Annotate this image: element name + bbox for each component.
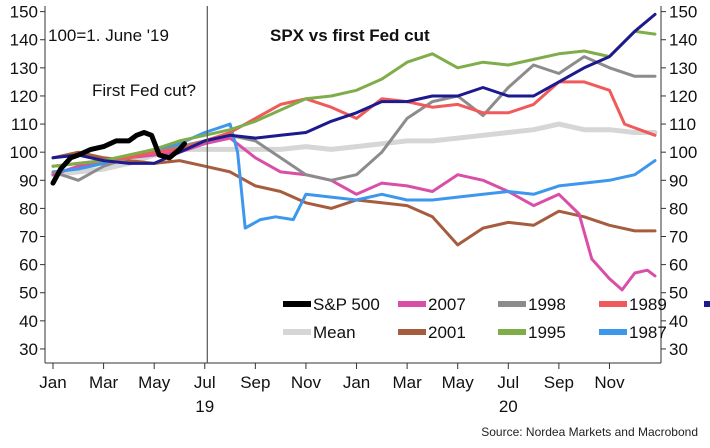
y-tick-label-right: 30: [669, 340, 688, 359]
x-tick-label: Nov: [291, 373, 322, 392]
y-tick-label-left: 90: [19, 171, 38, 190]
legend-label-2001: 2001: [428, 323, 466, 342]
y-tick-label-left: 130: [10, 59, 38, 78]
legend-label-2007: 2007: [428, 295, 466, 314]
y-tick-label-right: 100: [669, 143, 697, 162]
source-note: Source: Nordea Markets and Macrobond: [481, 425, 698, 439]
y-tick-label-right: 140: [669, 31, 697, 50]
series-line-1984: [51, 12, 657, 165]
y-tick-label-left: 70: [19, 228, 38, 247]
index-note: 100=1. June '19: [48, 26, 169, 45]
y-tick-label-right: 80: [669, 199, 688, 218]
series-line-2007: [51, 136, 657, 292]
series-line-1995: [51, 29, 657, 168]
chart-title: SPX vs first Fed cut: [270, 26, 430, 45]
legend-label-mean: Mean: [313, 323, 356, 342]
annotation-label: First Fed cut?: [92, 81, 196, 100]
legend-label-1995: 1995: [528, 323, 566, 342]
y-tick-label-left: 110: [11, 115, 38, 134]
x-tick-label: Jul: [497, 373, 519, 392]
series-layer: [50, 12, 658, 292]
x-tick-label: Jul: [194, 373, 216, 392]
y-tick-label-right: 40: [669, 312, 688, 331]
x-tick-label: Mar: [89, 373, 119, 392]
legend-label-1998: 1998: [528, 295, 566, 314]
y-axis-left: 30 40 50 60 70 80 90 100 110 120 130 140 150: [10, 3, 45, 359]
legend-label-s-p-500: S&P 500: [313, 295, 380, 314]
legend-label-1987: 1987: [629, 323, 667, 342]
y-tick-label-left: 30: [19, 340, 38, 359]
x-tick-label: Jan: [343, 373, 370, 392]
y-tick-label-right: 70: [669, 228, 688, 247]
y-tick-label-left: 120: [10, 87, 38, 106]
y-tick-label-right: 90: [669, 171, 688, 190]
plot-frame: [44, 6, 662, 364]
y-tick-label-right: 60: [669, 256, 688, 275]
series-line-s-p-500: [50, 130, 187, 186]
y-tick-label-right: 150: [669, 3, 697, 22]
x-tick-label: Mar: [392, 373, 422, 392]
legend-label-1989: 1989: [629, 295, 667, 314]
y-tick-label-right: 50: [669, 284, 688, 303]
year-label: 20: [499, 397, 518, 416]
x-tick-label: May: [442, 373, 475, 392]
y-tick-label-left: 60: [19, 256, 38, 275]
x-tick-label: Nov: [594, 373, 625, 392]
x-tick-label: May: [138, 373, 171, 392]
legend: S&P 5002007199819891984Mean200119951987: [283, 295, 710, 342]
y-tick-label-left: 150: [10, 3, 38, 22]
y-tick-label-left: 140: [10, 31, 38, 50]
y-tick-label-right: 110: [669, 115, 696, 134]
x-tick-label: Sep: [544, 373, 574, 392]
year-label: 19: [195, 397, 214, 416]
x-tick-label: Jan: [39, 373, 66, 392]
x-axis: Jan Mar May Jul Sep Nov Jan Mar May Jul Sep Nov 19 20: [39, 363, 625, 416]
y-tick-label-left: 40: [19, 312, 38, 331]
y-axis-right: 30 40 50 60 70 80 90 100 110 120 130 140 150: [661, 3, 697, 359]
y-tick-label-left: 80: [19, 199, 38, 218]
y-tick-label-left: 100: [10, 143, 38, 162]
x-tick-label: Sep: [240, 373, 270, 392]
y-tick-label-left: 50: [19, 284, 38, 303]
y-tick-label-right: 120: [669, 87, 697, 106]
y-tick-label-right: 130: [669, 59, 697, 78]
